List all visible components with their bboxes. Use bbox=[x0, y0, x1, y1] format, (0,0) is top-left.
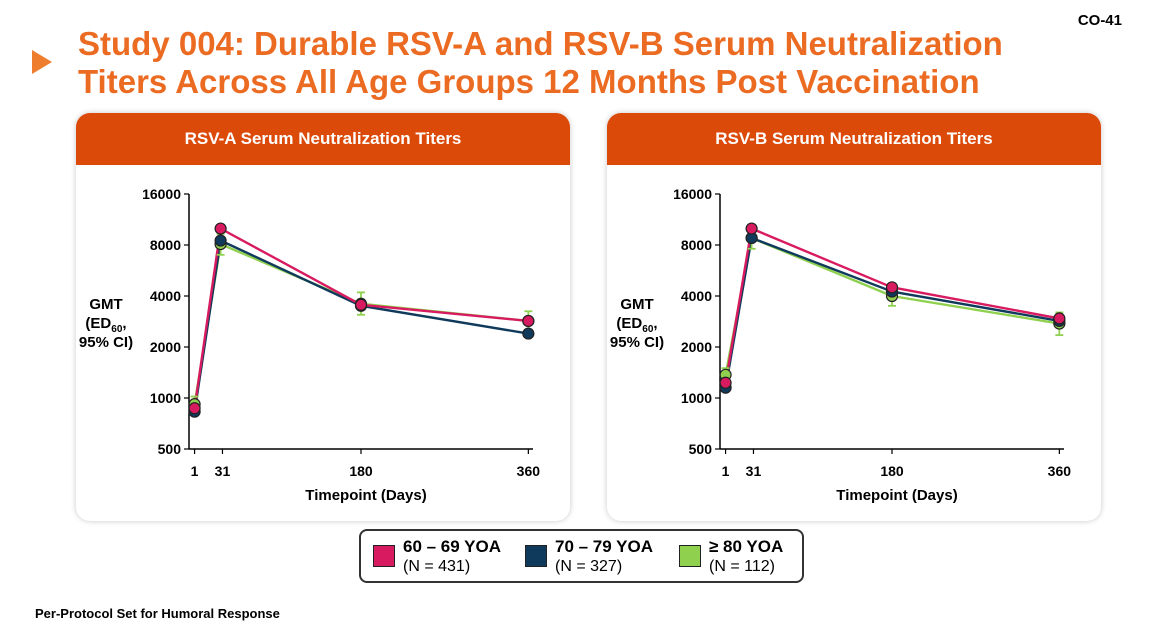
y-tick-label: 8000 bbox=[150, 237, 181, 253]
legend-label-70-79: 70 – 79 YOA bbox=[555, 537, 653, 556]
chart-legend: 60 – 69 YOA (N = 431) 70 – 79 YOA (N = 3… bbox=[359, 529, 804, 583]
data-point bbox=[522, 314, 535, 328]
x-tick-label: 180 bbox=[349, 463, 373, 479]
legend-swatch-80-plus bbox=[679, 545, 701, 567]
x-tick-label: 1 bbox=[722, 463, 730, 479]
rsv-a-chart: 500 1000 2000 4000 8000 16000 1 31 180 360 Timepoi… bbox=[79, 186, 541, 504]
data-point bbox=[885, 281, 899, 294]
slide-id: CO-41 bbox=[1077, 12, 1122, 29]
legend-label-60-69: 60 – 69 YOA bbox=[403, 537, 501, 556]
data-point bbox=[188, 402, 201, 415]
x-tick-label: 360 bbox=[517, 463, 541, 479]
y-tick-label: 1000 bbox=[681, 390, 712, 406]
rsv-b-chart: 500 1000 2000 4000 8000 16000 1 31 180 360 Timepoi… bbox=[610, 186, 1072, 504]
series-line bbox=[193, 238, 529, 412]
x-tick-label: 360 bbox=[1048, 463, 1072, 479]
rsv-a-chart-title: RSV-A Serum Neutralization Titers bbox=[76, 113, 570, 165]
x-tick-label: 1 bbox=[191, 463, 199, 479]
legend-n-60-69: (N = 431) bbox=[403, 558, 471, 575]
y-axis-label-line3: 95% CI) bbox=[610, 334, 664, 351]
x-tick-label: 31 bbox=[215, 463, 231, 479]
y-tick-label: 1000 bbox=[150, 390, 181, 406]
x-tick-label: 180 bbox=[880, 463, 904, 479]
y-tick-label: 2000 bbox=[150, 339, 181, 355]
y-tick-label: 16000 bbox=[673, 186, 712, 202]
y-tick-label: 500 bbox=[689, 441, 713, 457]
legend-n-80-plus: (N = 112) bbox=[709, 558, 775, 575]
data-point bbox=[214, 234, 227, 247]
x-axis-label: Timepoint (Days) bbox=[836, 487, 957, 504]
footnote: Per-Protocol Set for Humoral Response bbox=[35, 606, 280, 621]
data-point bbox=[745, 222, 758, 235]
x-axis-label: Timepoint (Days) bbox=[305, 487, 426, 504]
y-axis-label: GMT (ED60,95% CI) bbox=[610, 296, 664, 351]
y-tick-label: 8000 bbox=[681, 237, 712, 253]
page-title: Study 004: Durable RSV-A and RSV-B Serum… bbox=[78, 25, 1003, 100]
legend-label-80-plus: ≥ 80 YOA bbox=[709, 537, 784, 556]
legend-swatch-60-69 bbox=[373, 545, 395, 567]
y-axis-label: GMT (ED60,95% CI) bbox=[79, 296, 133, 351]
y-axis-label-line1: GMT bbox=[620, 296, 653, 313]
y-tick-label: 4000 bbox=[681, 288, 712, 304]
y-tick-label: 4000 bbox=[150, 288, 181, 304]
series-line bbox=[724, 226, 1060, 383]
y-axis-label-line2: (ED60, bbox=[616, 315, 657, 335]
rsv-a-chart-panel: RSV-A Serum Neutralization Titers 500 100… bbox=[76, 113, 570, 521]
title-arrow-icon bbox=[32, 50, 52, 74]
data-point bbox=[214, 222, 227, 235]
y-axis-label-line3: 95% CI) bbox=[79, 334, 133, 351]
y-tick-label: 500 bbox=[158, 441, 182, 457]
legend-swatch-70-79 bbox=[525, 545, 547, 567]
x-tick-label: 31 bbox=[746, 463, 762, 479]
y-tick-label: 16000 bbox=[142, 186, 181, 202]
series-line bbox=[193, 226, 529, 409]
legend-n-70-79: (N = 327) bbox=[555, 558, 623, 575]
data-point bbox=[1053, 312, 1066, 325]
data-point bbox=[354, 298, 368, 311]
data-point bbox=[719, 376, 732, 389]
y-axis-label-line2: (ED60, bbox=[85, 315, 126, 335]
rsv-b-chart-title: RSV-B Serum Neutralization Titers bbox=[607, 113, 1101, 165]
data-point bbox=[522, 327, 535, 340]
y-tick-label: 2000 bbox=[681, 339, 712, 355]
series-line bbox=[724, 236, 1060, 388]
rsv-b-chart-panel: RSV-B Serum Neutralization Titers 500 100… bbox=[607, 113, 1101, 521]
y-axis-label-line1: GMT bbox=[89, 296, 122, 313]
